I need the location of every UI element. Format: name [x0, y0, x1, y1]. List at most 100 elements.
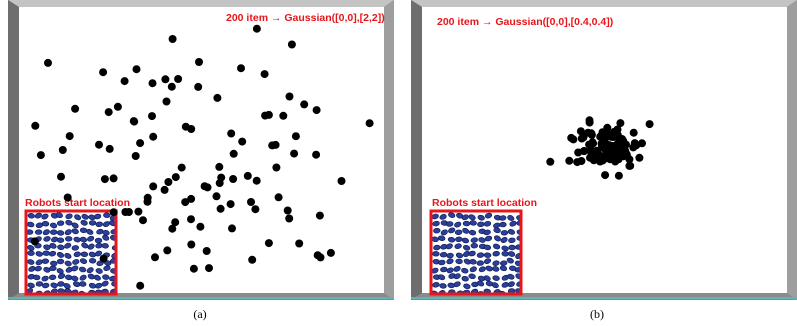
item [229, 175, 237, 183]
item [172, 173, 180, 181]
robot [42, 221, 49, 227]
robot [95, 238, 102, 243]
frame-right [384, 0, 394, 300]
item [573, 158, 581, 166]
item [216, 179, 224, 187]
robot [81, 252, 88, 257]
item [132, 152, 140, 160]
item [327, 249, 335, 257]
item [178, 164, 186, 172]
item [163, 246, 171, 254]
item [546, 158, 554, 166]
item [601, 154, 609, 162]
item [227, 200, 235, 208]
item [151, 253, 159, 261]
item [272, 164, 280, 172]
item [121, 77, 129, 85]
robot [484, 252, 491, 257]
item [31, 122, 39, 130]
item [174, 75, 182, 83]
robot [446, 221, 453, 226]
item [580, 147, 588, 155]
robot [89, 220, 96, 225]
item [630, 129, 638, 137]
robot [57, 220, 64, 225]
item [646, 120, 654, 128]
item [366, 119, 374, 127]
item [248, 256, 256, 264]
frame-left [411, 0, 422, 300]
frame-right [787, 0, 797, 300]
item [614, 126, 622, 134]
item [71, 105, 79, 113]
robot [455, 237, 462, 242]
item [286, 93, 294, 101]
item [106, 145, 114, 153]
item [288, 41, 296, 49]
item [201, 182, 209, 190]
robot [49, 275, 56, 280]
caption: (b) [590, 307, 604, 321]
robot [49, 266, 56, 271]
item [217, 205, 225, 213]
item [237, 64, 245, 72]
item [130, 118, 138, 126]
figure: 200 item → Gaussian([0,0],[2,2]) Robots … [0, 0, 797, 326]
robot [477, 260, 484, 265]
item [105, 108, 113, 116]
item [148, 112, 156, 120]
robot [50, 261, 57, 266]
robot [446, 253, 453, 259]
item [187, 125, 195, 133]
start-label: Robots start location [432, 197, 537, 209]
frame-top [411, 0, 797, 7]
robot [89, 258, 96, 263]
item [290, 150, 298, 158]
item [261, 70, 269, 78]
robot [43, 251, 50, 256]
item [635, 154, 643, 162]
item [253, 177, 261, 185]
item [615, 172, 623, 180]
item [205, 264, 213, 272]
item [253, 25, 261, 33]
item [44, 59, 52, 67]
robot [42, 259, 49, 264]
robot [432, 251, 439, 256]
robot [102, 274, 109, 280]
robot [455, 230, 462, 236]
item [609, 145, 617, 153]
robot [502, 251, 509, 257]
item [338, 177, 346, 185]
item [187, 215, 195, 223]
item [187, 195, 195, 203]
robot [36, 281, 43, 286]
item [114, 103, 122, 111]
item [586, 116, 594, 124]
item [100, 255, 108, 263]
item [190, 265, 198, 273]
item [608, 133, 616, 141]
robot [57, 281, 64, 286]
item [619, 152, 627, 160]
robot [499, 222, 506, 227]
robot [456, 259, 463, 264]
item [66, 132, 74, 140]
robot [438, 260, 445, 266]
item [238, 138, 246, 146]
robot [65, 236, 72, 241]
item [144, 194, 152, 202]
robot [440, 252, 447, 257]
item [565, 157, 573, 165]
item [230, 150, 238, 158]
item [596, 133, 604, 141]
robot [79, 281, 86, 286]
item [285, 215, 293, 223]
item [272, 141, 280, 149]
robot [103, 213, 110, 218]
robot [509, 245, 516, 250]
item [110, 174, 118, 182]
robot [499, 215, 506, 221]
robot [57, 259, 64, 264]
robot [433, 228, 440, 233]
